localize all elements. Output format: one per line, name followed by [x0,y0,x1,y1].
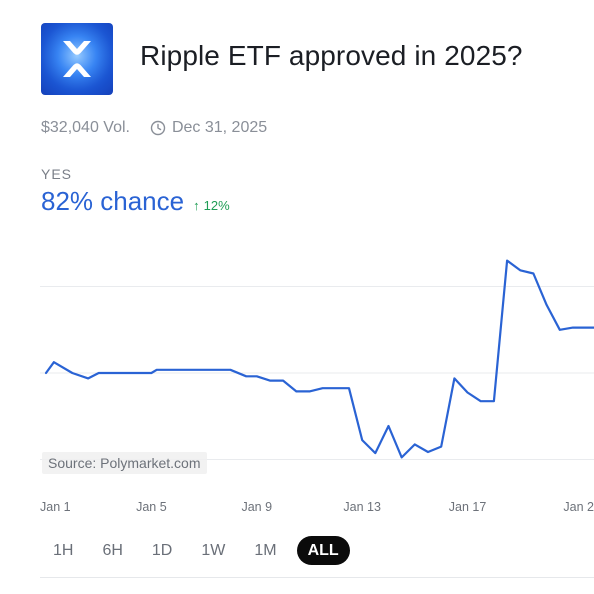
clock-icon [150,120,166,136]
x-tick-label: Jan 17 [449,500,487,514]
range-button-1h[interactable]: 1H [44,536,82,565]
change-badge: ↑ 12% [193,198,230,213]
divider [40,577,594,578]
end-date-text: Dec 31, 2025 [171,119,268,136]
chance-row: 82% chance ↑ 12% [41,186,230,217]
time-range-selector: 1H 6H 1D 1W 1M ALL [44,536,361,565]
change-value: 12% [203,198,230,213]
range-button-6h[interactable]: 6H [93,536,131,565]
range-button-1w[interactable]: 1W [192,536,234,565]
arrow-up-icon: ↑ [193,198,200,213]
x-tick-label: Jan 13 [343,500,381,514]
series-line[interactable] [44,259,594,459]
x-tick-label: Jan 2 [563,500,594,514]
outcome-label: YES [41,166,73,182]
ripple-xrp-logo-icon [41,23,113,95]
range-button-1d[interactable]: 1D [143,536,181,565]
range-button-all[interactable]: ALL [296,536,350,565]
volume-text: $32,040 Vol. [41,119,130,136]
market-meta: $32,040 Vol. Dec 31, 2025 [41,118,267,138]
x-tick-label: Jan 5 [136,500,167,514]
market-title: Ripple ETF approved in 2025? [140,40,523,71]
range-button-1m[interactable]: 1M [245,536,285,565]
x-tick-label: Jan 9 [241,500,272,514]
ripple-logo [41,23,113,95]
x-tick-label: Jan 1 [40,500,71,514]
source-label: Source: Polymarket.com [42,452,207,474]
x-axis-ticks: Jan 1 Jan 5 Jan 9 Jan 13 Jan 17 Jan 2 [40,500,594,514]
chance-value: 82% chance [41,186,185,216]
